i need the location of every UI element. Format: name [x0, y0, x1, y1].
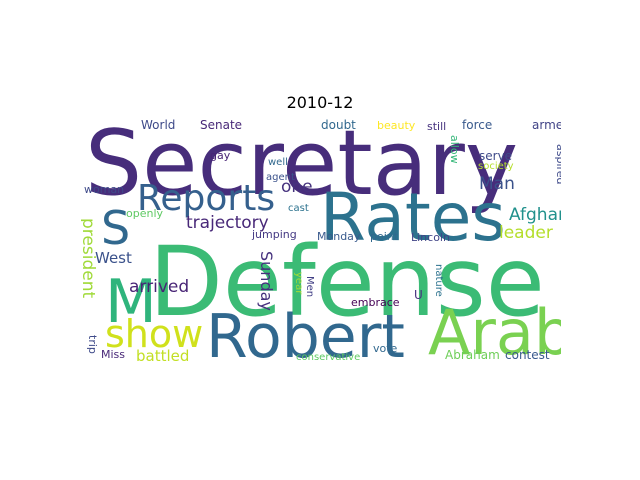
- word: Rates: [320, 179, 506, 256]
- word: agent: [266, 172, 295, 183]
- word: gay: [210, 149, 231, 162]
- word: Lincoln: [411, 231, 450, 244]
- word: embrace: [351, 296, 400, 309]
- word: Defense: [149, 226, 545, 338]
- word: Afghan: [509, 205, 561, 225]
- word: force: [462, 118, 492, 132]
- word: conservative: [296, 352, 360, 363]
- word: one: [281, 177, 313, 197]
- word: S: [101, 201, 130, 255]
- word: U: [414, 288, 423, 302]
- word: Man: [479, 174, 515, 194]
- word: cast: [288, 203, 309, 214]
- word: trajectory: [186, 213, 269, 233]
- word: Robert: [206, 302, 405, 364]
- word: West: [95, 249, 132, 267]
- word: doubt: [321, 118, 356, 132]
- word: Men: [304, 276, 315, 297]
- word: Monday: [317, 230, 361, 243]
- word: World: [141, 118, 175, 132]
- word: vote: [373, 342, 398, 355]
- word: point: [370, 230, 399, 243]
- word: woman: [84, 183, 124, 196]
- word: well: [268, 157, 288, 168]
- word: Arab: [428, 296, 561, 364]
- word: leader: [499, 223, 553, 243]
- plot-title: 2010-12: [286, 93, 354, 112]
- word: nature: [433, 264, 444, 297]
- word: beauty: [377, 119, 416, 132]
- word: contest: [505, 348, 550, 362]
- word: still: [427, 120, 446, 133]
- word: arrived: [129, 277, 189, 297]
- word: openly: [126, 207, 164, 220]
- word: Miss: [101, 348, 125, 361]
- word: Reports: [137, 178, 275, 219]
- word: Secretary: [85, 114, 518, 216]
- word: Senate: [200, 118, 242, 132]
- word: allow: [448, 135, 461, 164]
- word: serve: [479, 149, 512, 163]
- word: trip: [86, 335, 99, 354]
- word: M: [105, 267, 157, 337]
- word: aspired: [554, 144, 561, 185]
- word: armed: [532, 118, 561, 132]
- word: battled: [136, 347, 189, 364]
- word: society: [478, 161, 514, 172]
- word: Sunday: [257, 251, 276, 311]
- word: president: [81, 218, 98, 298]
- word: show: [105, 312, 203, 356]
- word: Abraham: [445, 348, 500, 362]
- word: year: [293, 272, 304, 295]
- word: jumping: [251, 228, 297, 241]
- word: anointed: [559, 234, 561, 305]
